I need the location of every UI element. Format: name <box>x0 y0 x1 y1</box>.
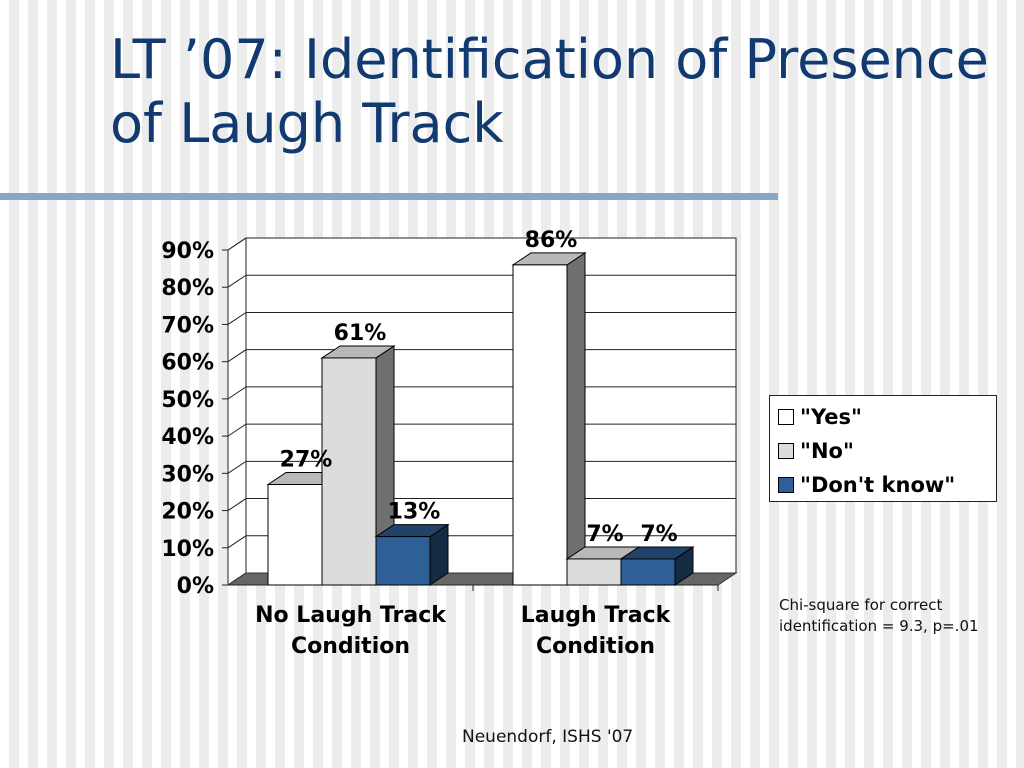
slide-title: LT ’07: Identification of Presence of La… <box>110 28 989 155</box>
y-tick-label: 70% <box>161 313 214 338</box>
x-category-label: Condition <box>536 634 655 659</box>
legend-item-dont-know: "Don't know" <box>778 468 996 502</box>
statistics-note: Chi-square for correct identification = … <box>779 596 979 635</box>
chart-legend: "Yes" "No" "Don't know" <box>769 395 997 502</box>
legend-item-no: "No" <box>778 434 996 468</box>
bar <box>375 536 431 586</box>
x-axis-category-labels: No Laugh Track Condition Laugh Track Condit… <box>255 603 672 659</box>
legend-label: "Yes" <box>800 405 862 429</box>
bar <box>267 484 323 586</box>
bar-side <box>566 251 586 586</box>
legend-label: "Don't know" <box>800 473 956 497</box>
y-tick-label: 20% <box>161 500 214 525</box>
x-category-label: No Laugh Track <box>255 603 447 628</box>
data-label: 61% <box>334 321 387 346</box>
chart-bars <box>266 251 695 586</box>
data-label: 13% <box>388 500 441 525</box>
data-labels: 27% 61% 13% 86% 7% 7% <box>280 228 678 547</box>
x-category-label: Condition <box>291 634 410 659</box>
bar-chart: 0% 10% 20% 30% 40% 50% 60% 70% 80% 90% 27% 61% 13% 8… <box>161 228 738 659</box>
y-tick-label: 90% <box>161 239 214 264</box>
title-divider <box>0 193 778 200</box>
bar <box>566 558 622 586</box>
y-tick-label: 10% <box>161 537 214 562</box>
y-tick-label: 50% <box>161 388 214 413</box>
data-label: 7% <box>586 522 623 547</box>
bar <box>321 357 377 586</box>
legend-swatch-dont-know <box>778 477 794 493</box>
data-label: 27% <box>280 448 333 473</box>
data-label: 86% <box>525 228 578 253</box>
y-tick-label: 0% <box>177 574 214 599</box>
y-axis-tick-labels: 0% 10% 20% 30% 40% 50% 60% 70% 80% 90% <box>161 239 214 599</box>
y-tick-label: 40% <box>161 425 214 450</box>
y-tick-label: 30% <box>161 462 214 487</box>
bar <box>620 558 676 586</box>
y-tick-label: 80% <box>161 276 214 301</box>
data-label: 7% <box>640 522 677 547</box>
legend-label: "No" <box>800 439 854 463</box>
bar <box>512 264 568 586</box>
legend-swatch-no <box>778 443 794 459</box>
side-wall <box>227 237 247 586</box>
gridline <box>227 237 736 251</box>
x-category-label: Laugh Track <box>521 603 672 628</box>
y-tick-label: 60% <box>161 351 214 376</box>
legend-swatch-yes <box>778 409 794 425</box>
footer-credit: Neuendorf, ISHS '07 <box>462 727 634 747</box>
legend-item-yes: "Yes" <box>778 400 996 434</box>
